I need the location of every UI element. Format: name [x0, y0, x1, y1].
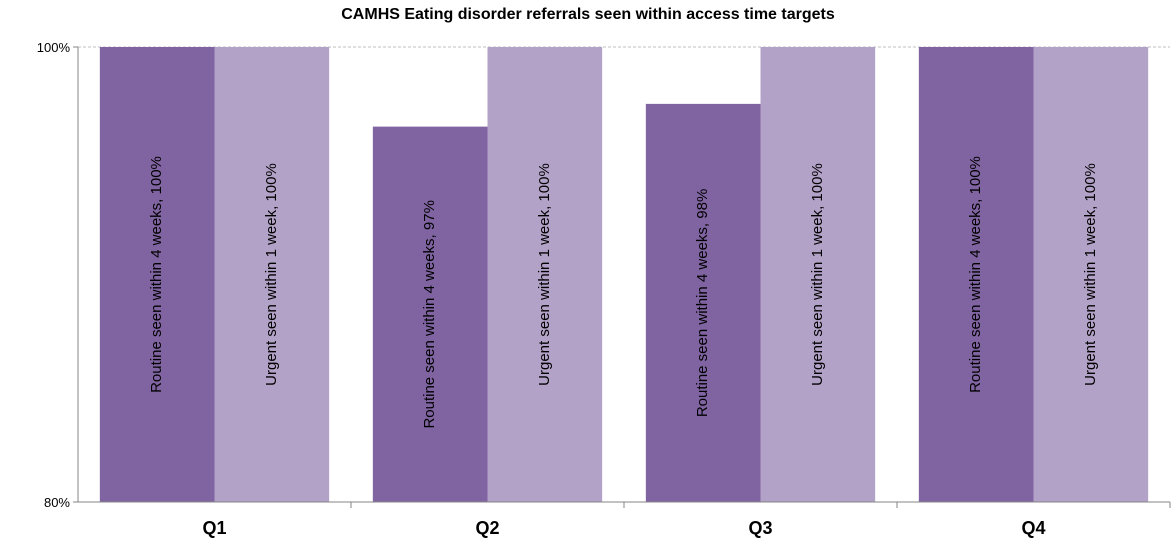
- bar-q1-series-2: [214, 47, 330, 502]
- bar-data-label: Urgent seen within 1 week, 100%: [536, 163, 553, 386]
- bar-data-label: Routine seen within 4 weeks, 98%: [694, 189, 711, 417]
- y-tick-label: 80%: [44, 495, 70, 510]
- bar-data-label: Routine seen within 4 weeks, 100%: [967, 156, 984, 393]
- x-tick-label-q1: Q1: [202, 518, 226, 538]
- y-axis-ticks: 80% 100%: [37, 40, 78, 510]
- bar-q4-series-1: [918, 47, 1034, 502]
- bar-data-label: Routine seen within 4 weeks, 100%: [148, 156, 165, 393]
- x-axis-ticks: Q1 Q2 Q3 Q4: [202, 502, 1171, 538]
- y-tick-label: 100%: [37, 40, 71, 55]
- bars-layer: [99, 47, 1149, 502]
- bar-q1-series-1: [99, 47, 215, 502]
- bar-data-label: Urgent seen within 1 week, 100%: [1082, 163, 1099, 386]
- bar-q4-series-2: [1033, 47, 1149, 502]
- bar-labels-layer: Routine seen within 4 weeks, 100% Urgent …: [148, 156, 1099, 428]
- bar-data-label: Urgent seen within 1 week, 100%: [263, 163, 280, 386]
- bar-q3-series-2: [760, 47, 876, 502]
- x-tick-label-q2: Q2: [475, 518, 499, 538]
- bar-data-label: Urgent seen within 1 week, 100%: [809, 163, 826, 386]
- bar-q3-series-1: [645, 103, 761, 502]
- chart-title: CAMHS Eating disorder referrals seen wit…: [341, 6, 835, 23]
- x-tick-label-q3: Q3: [748, 518, 772, 538]
- bar-q2-series-1: [372, 126, 488, 502]
- x-tick-label-q4: Q4: [1021, 518, 1045, 538]
- bar-data-label: Routine seen within 4 weeks, 97%: [421, 200, 438, 428]
- bar-q2-series-2: [487, 47, 603, 502]
